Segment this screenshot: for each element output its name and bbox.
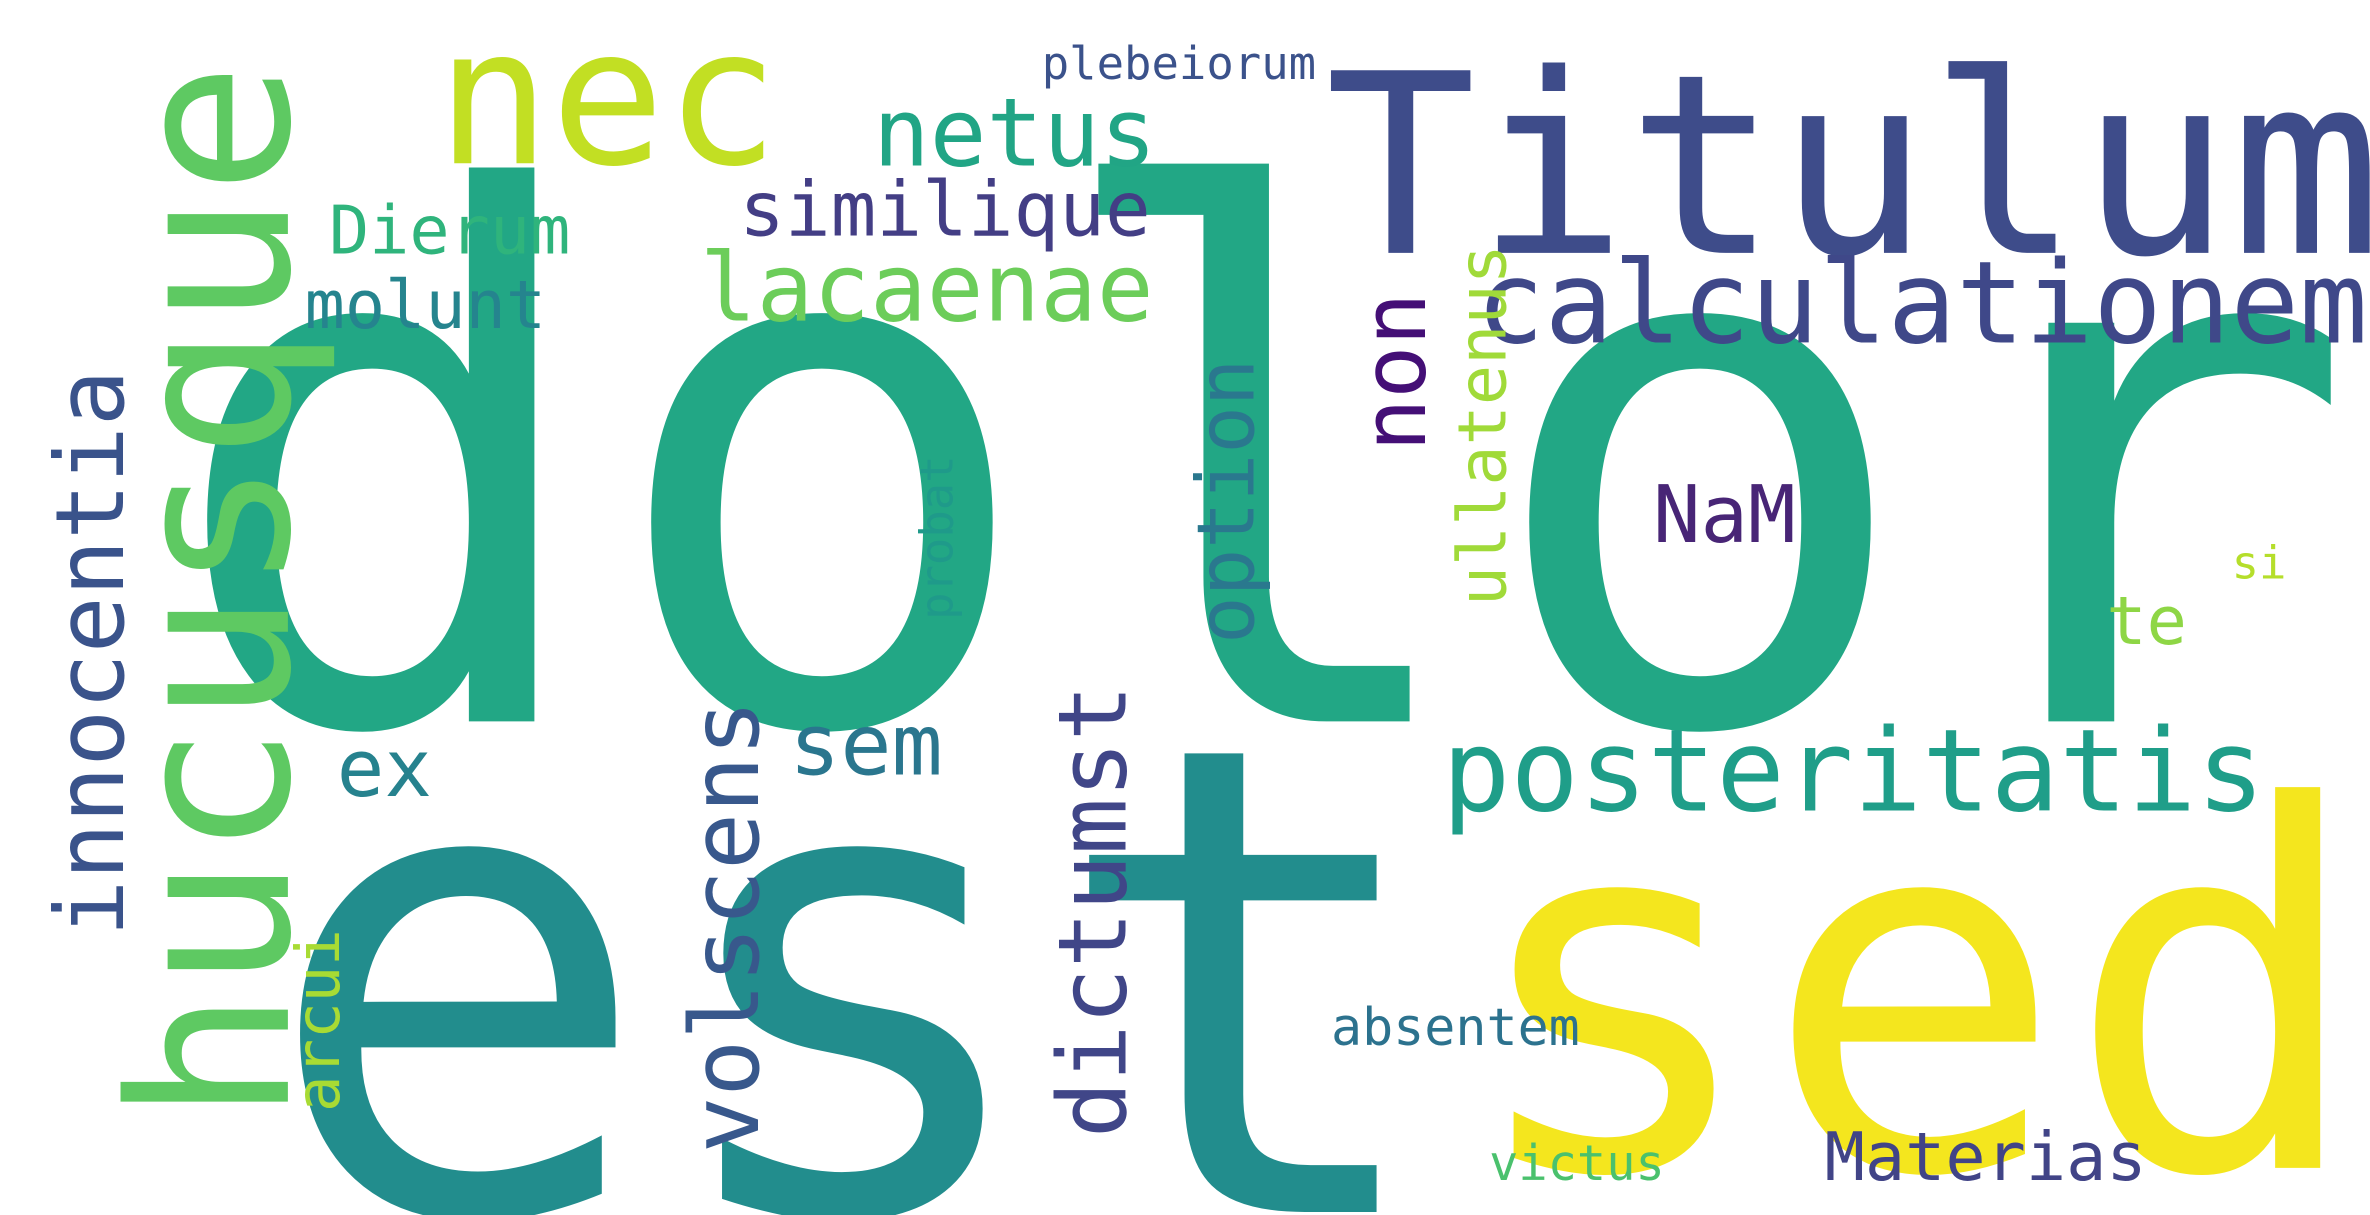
- word-lacaenae: lacaenae: [699, 232, 1154, 344]
- word-molunt: molunt: [304, 267, 547, 345]
- word-option: option: [1181, 358, 1274, 644]
- word-probat: probat: [911, 455, 965, 620]
- word-nam: NaM: [1652, 470, 1796, 562]
- word-non: non: [1342, 292, 1447, 452]
- word-titulum: Titulum: [1325, 20, 2370, 313]
- word-victus: victus: [1489, 1134, 1665, 1193]
- word-volscens: volscens: [669, 699, 781, 1154]
- word-materias: Materias: [1824, 1119, 2147, 1197]
- word-ullatenus: ullatenus: [1444, 244, 1523, 607]
- word-netus: netus: [873, 77, 1157, 189]
- word-dictumst: dictumst: [1037, 684, 1149, 1139]
- word-te: te: [2106, 583, 2187, 661]
- word-arcui: arcui: [284, 929, 354, 1113]
- word-si: si: [2231, 537, 2287, 591]
- word-absentem: absentem: [1330, 997, 1580, 1059]
- word-est: est: [260, 607, 1441, 1215]
- word-innocentia: innocentia: [34, 369, 146, 937]
- word-sed: sed: [1461, 703, 2367, 1215]
- word-dolor: dolor: [163, 45, 2359, 895]
- word-nec: nec: [436, 0, 780, 209]
- word-posteritatis: posteritatis: [1441, 703, 2266, 838]
- word-sem: sem: [789, 697, 943, 796]
- word-similique: similique: [739, 165, 1151, 254]
- word-plebeiorum: plebeiorum: [1041, 37, 1317, 92]
- word-ex: ex: [336, 724, 432, 816]
- word-dierum: Dierum: [328, 192, 571, 271]
- word-calculationem: calculationem: [1475, 236, 2368, 370]
